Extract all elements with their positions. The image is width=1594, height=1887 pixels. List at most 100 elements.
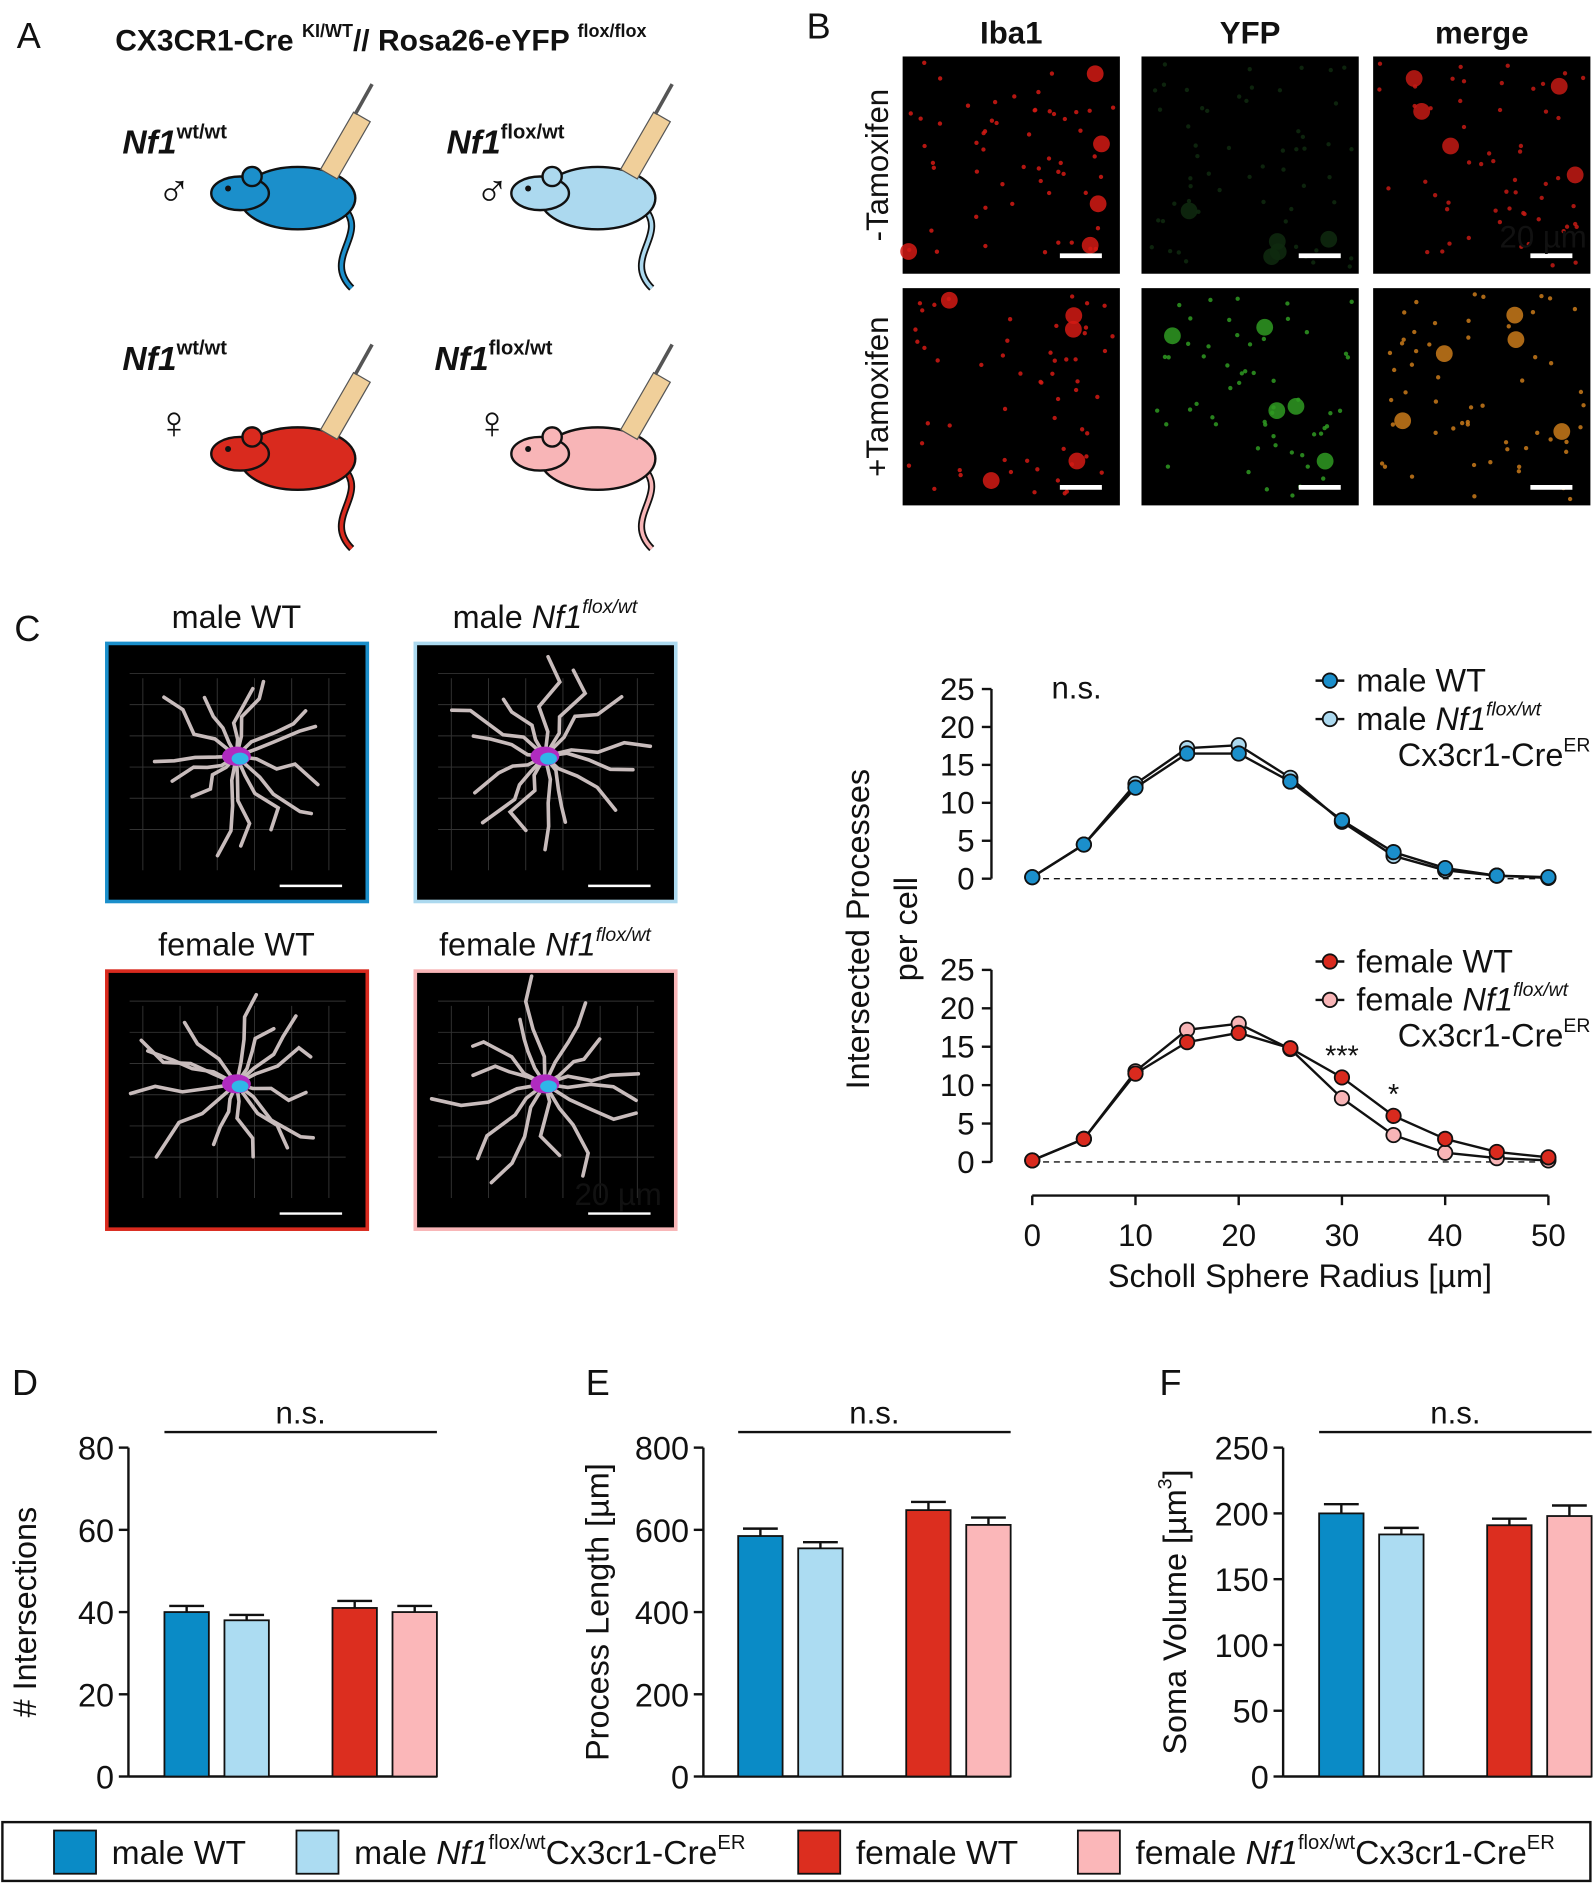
micrograph-signal — [1082, 331, 1087, 336]
micrograph-signal — [1161, 82, 1167, 87]
micrograph-signal — [1201, 354, 1206, 359]
micrograph-signal — [929, 228, 934, 233]
mouse-label-part: Nf1 — [435, 341, 489, 378]
legend-label: female WT — [1356, 943, 1513, 979]
x-axis-label: Scholl Sphere Radius [µm] — [1108, 1258, 1492, 1294]
y-tick-label: 200 — [1215, 1496, 1269, 1532]
micrograph-signal — [1580, 75, 1586, 81]
micrograph-signal — [1260, 164, 1265, 169]
legend-label: male Nf1flox/wt — [1356, 698, 1542, 737]
legend-label-part: male — [1356, 701, 1435, 737]
cell-process — [234, 679, 266, 759]
legend-label: Cx3cr1-CreER — [1398, 734, 1591, 773]
micrograph-signal — [1444, 207, 1450, 212]
cell-process — [128, 1082, 239, 1096]
mouse-label-part: wt/wt — [176, 338, 228, 360]
micrograph-signal — [1555, 175, 1561, 181]
annotation: n.s. — [1430, 1396, 1480, 1431]
mouse-label-part: flox/wt — [489, 338, 553, 360]
cell-label-part: Nf1 — [532, 599, 582, 635]
micrograph-signal — [1535, 430, 1540, 435]
legend-label: female WT — [856, 1835, 1018, 1872]
micrograph-signal — [1392, 367, 1397, 373]
micrograph-signal — [1092, 154, 1097, 159]
cell-label-part: Nf1 — [545, 927, 595, 963]
scale-bar-label: 20 µm — [574, 1177, 661, 1212]
data-point — [1385, 1107, 1402, 1124]
micrograph-signal — [1468, 405, 1474, 410]
micrograph-signal — [1388, 397, 1394, 403]
syringe — [619, 371, 672, 441]
bar — [331, 1607, 378, 1778]
y-axis-label-part: Soma Volume [µm — [1157, 1489, 1193, 1754]
micrograph-signal — [1074, 109, 1079, 115]
legend-label-part: ER — [717, 1832, 745, 1854]
y-tick-label: 10 — [940, 786, 975, 821]
micrograph-signal — [1068, 452, 1086, 470]
micrograph-signal — [1318, 431, 1324, 436]
legend-swatch — [1076, 1829, 1121, 1875]
micrograph-signal — [1332, 200, 1337, 205]
micrograph-signal — [1337, 408, 1343, 413]
micrograph-signal — [1390, 422, 1396, 427]
micrograph-signal — [931, 165, 937, 170]
micrograph-signal — [1056, 169, 1061, 174]
micrograph-signal — [1086, 65, 1104, 83]
micrograph-signal — [1349, 256, 1354, 261]
cell-process — [543, 1001, 588, 1086]
micrograph-signal — [1486, 151, 1492, 156]
cell-process — [480, 754, 547, 825]
legend-label-part: male WT — [112, 1835, 246, 1872]
micrograph-signal — [1451, 426, 1456, 431]
micrograph-signal — [1461, 79, 1467, 84]
micrograph-signal — [1432, 193, 1438, 198]
micrograph-signal — [1497, 219, 1503, 225]
micrograph-signal — [1539, 293, 1544, 299]
micrograph-signal — [1342, 65, 1347, 70]
y-tick-label: 5 — [957, 824, 974, 859]
panel-letter: D — [12, 1362, 38, 1403]
micrograph-signal — [1098, 174, 1104, 180]
cell-label-part: flox/wt — [582, 596, 639, 618]
micrograph-signal — [1095, 394, 1100, 400]
mouse-ear — [241, 165, 263, 188]
micrograph-signal — [1435, 345, 1453, 363]
mouse-ear — [541, 165, 563, 188]
micrograph-signal — [1281, 167, 1286, 172]
micrograph-signal — [1301, 183, 1307, 189]
micrograph-signal — [1465, 419, 1470, 425]
micrograph-signal — [1433, 399, 1439, 404]
micrograph-signal — [1283, 219, 1288, 224]
micrograph-signal — [1073, 357, 1078, 362]
legend-label: female Nf1flox/wtCx3cr1-CreER — [1135, 1832, 1554, 1872]
micrograph-signal — [1247, 67, 1252, 72]
panel-title-part: flox/flox — [578, 21, 647, 41]
micrograph-signal — [1505, 63, 1510, 68]
x-tick-label: 10 — [1118, 1218, 1153, 1253]
cell-process — [507, 754, 547, 833]
micrograph-signal — [1025, 458, 1030, 463]
micrograph-signal — [1002, 406, 1008, 412]
micrograph-signal — [1578, 425, 1583, 430]
micrograph-signal — [1000, 182, 1005, 187]
micrograph-signal — [947, 423, 952, 428]
annotation: n.s. — [849, 1396, 899, 1431]
micrograph-signal — [1188, 316, 1193, 321]
micrograph-signal — [1285, 301, 1290, 306]
micrograph-signal — [1379, 461, 1385, 466]
micrograph-signal — [1277, 88, 1283, 93]
micrograph-signal — [1450, 76, 1455, 81]
micrograph-signal — [925, 421, 930, 426]
cell-process — [234, 1082, 255, 1159]
micrograph-signal — [1409, 474, 1415, 479]
annotation: n.s. — [1051, 671, 1101, 706]
syringe-needle — [353, 343, 374, 376]
micrograph-signal — [1038, 178, 1043, 184]
legend-marker — [1321, 710, 1339, 728]
bar — [1378, 1533, 1425, 1778]
legend-marker — [1321, 953, 1339, 970]
micrograph-signal — [1472, 494, 1477, 499]
micrograph-signal — [1102, 348, 1108, 354]
row-label: +Tamoxifen — [860, 317, 895, 477]
micrograph-signal — [1247, 342, 1253, 347]
